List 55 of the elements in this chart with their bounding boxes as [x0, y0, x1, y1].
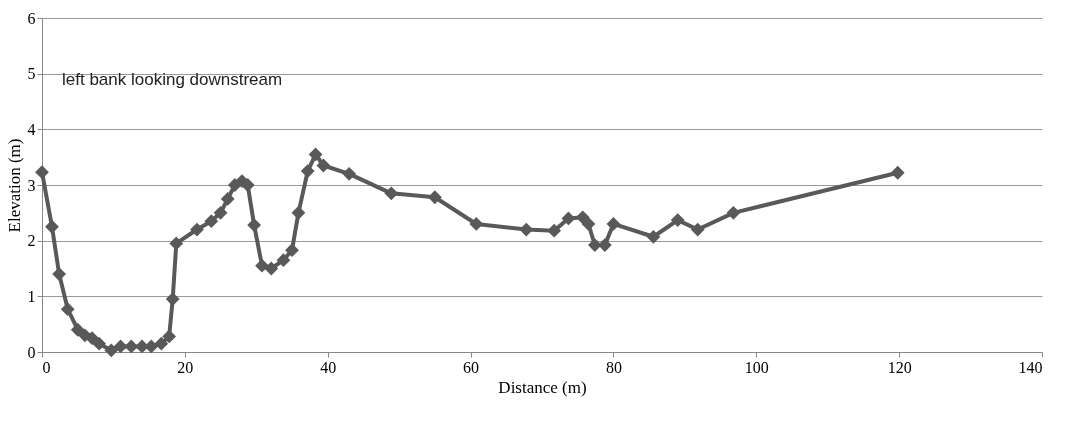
y-tick-label: 0: [27, 343, 36, 361]
point: [162, 329, 177, 344]
point: [890, 165, 905, 180]
point: [165, 292, 180, 307]
point: [469, 217, 484, 231]
point: [92, 336, 107, 351]
point: [154, 336, 169, 351]
x-tick-label: 0: [42, 358, 51, 376]
x-tick-label: 20: [177, 358, 194, 376]
point: [690, 222, 705, 237]
x-tick-label: 40: [320, 358, 337, 376]
point: [581, 217, 596, 231]
point: [124, 339, 139, 354]
y-tick-label: 4: [27, 120, 36, 138]
point: [52, 267, 67, 281]
x-tick-label: 80: [605, 358, 622, 376]
point: [285, 243, 299, 258]
point: [384, 186, 399, 201]
point: [646, 229, 661, 244]
x-axis-title: Distance (m): [498, 377, 587, 397]
point: [547, 223, 562, 238]
point: [606, 217, 621, 231]
point: [144, 339, 159, 354]
x-tick-label: 140: [1018, 358, 1043, 376]
point: [427, 190, 442, 205]
y-tick-label: 6: [27, 9, 36, 27]
point: [204, 214, 219, 229]
point: [169, 236, 184, 251]
point: [60, 302, 75, 317]
point: [104, 343, 119, 358]
y-axis-title: Elevation (m): [4, 138, 24, 233]
point: [300, 164, 315, 178]
point: [45, 219, 59, 234]
y-tick-label: 3: [27, 176, 36, 194]
y-tick-label: 1: [27, 287, 36, 305]
point: [342, 166, 357, 181]
annotation: left bank looking downstream: [62, 70, 283, 89]
point: [519, 222, 534, 237]
point: [276, 253, 291, 268]
point: [291, 205, 306, 220]
point: [561, 211, 576, 226]
x-tick-label: 60: [463, 358, 480, 376]
point: [190, 222, 204, 237]
point: [247, 218, 262, 232]
y-tick-label: 5: [27, 65, 36, 83]
point: [670, 213, 685, 227]
point: [220, 192, 235, 206]
x-tick-label: 120: [887, 358, 912, 376]
point: [308, 147, 323, 162]
y-tick-label: 2: [27, 232, 36, 250]
point: [35, 165, 49, 180]
x-tick-label: 100: [744, 358, 769, 376]
point: [264, 261, 279, 276]
point: [726, 205, 741, 220]
point: [213, 205, 228, 220]
